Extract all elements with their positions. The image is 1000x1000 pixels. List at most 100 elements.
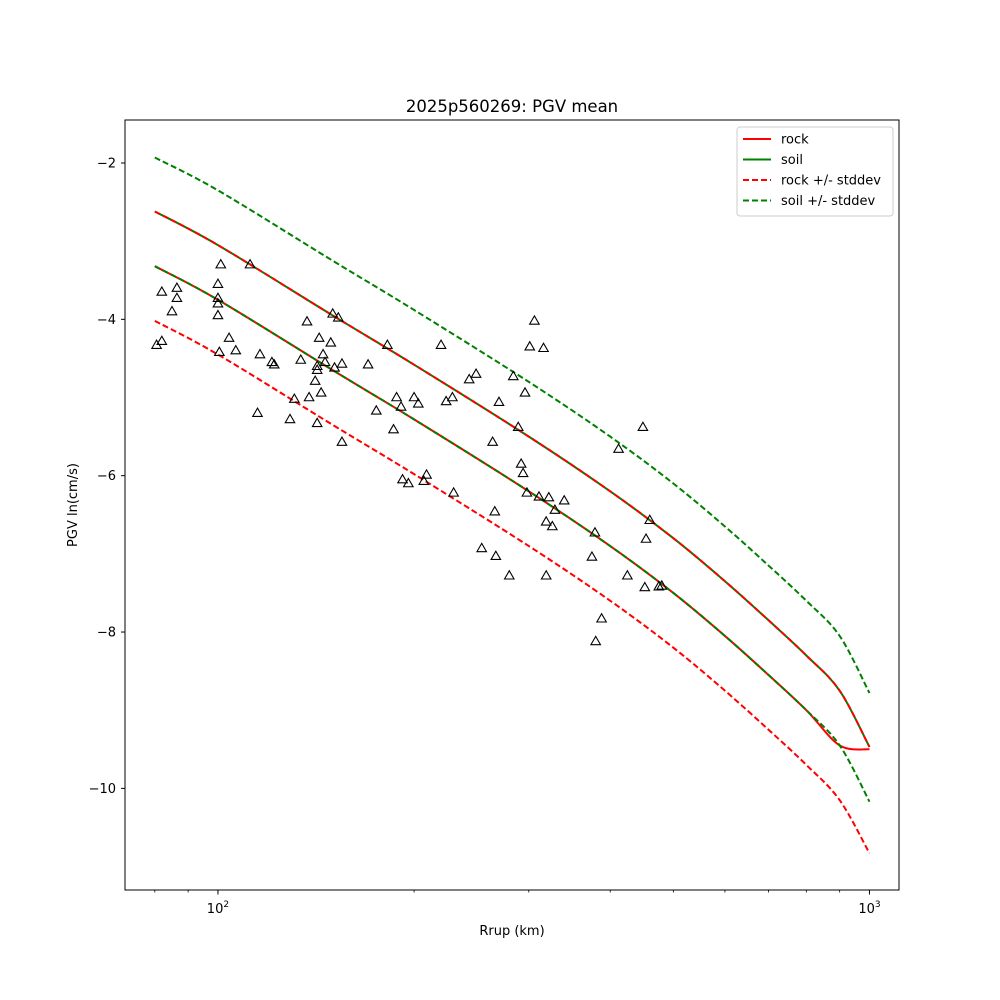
y-axis-label: PGV ln(cm/s) (66, 463, 81, 547)
observation-point (171, 281, 183, 292)
observation-point (395, 400, 407, 411)
observation-point (212, 297, 224, 308)
observation-point (549, 503, 561, 514)
observation-point (540, 569, 552, 580)
observation-point (336, 435, 348, 446)
observation-point (288, 392, 301, 403)
observation-point (325, 336, 337, 347)
observation-point (387, 423, 400, 434)
observation-point (537, 342, 550, 353)
observation-point (254, 348, 266, 359)
observation-point (332, 311, 344, 322)
observation-point (589, 526, 601, 537)
series-lines (154, 156, 871, 854)
series-line-5 (154, 265, 871, 803)
observation-point (284, 413, 296, 424)
x-tick-label: 103 (858, 900, 880, 917)
observation-point (303, 391, 315, 402)
observation-point (528, 314, 541, 325)
legend-box (736, 126, 894, 217)
observation-point (315, 386, 327, 397)
observation-point (326, 307, 339, 318)
observation-point (546, 520, 559, 531)
observation-point (309, 374, 321, 385)
y-tick-label: −4 (97, 313, 116, 328)
observation-point (589, 635, 602, 646)
observation-point (311, 364, 323, 374)
observation-point (447, 486, 460, 497)
plot-frame (124, 119, 900, 891)
observation-point (512, 421, 524, 432)
observation-point (446, 391, 459, 402)
legend-label: soil (781, 153, 803, 168)
observation-point (533, 490, 545, 501)
axes: −2 −4 −6 −8 −10 102 103 (89, 156, 881, 917)
observation-point (319, 356, 331, 367)
observation-point (486, 435, 499, 446)
observation-point (166, 305, 178, 316)
observation-point (251, 407, 264, 417)
observation-point (586, 550, 598, 561)
observation-point (656, 579, 668, 590)
y-tick-label: −8 (97, 626, 116, 641)
observation-point (435, 339, 447, 349)
observation-point (521, 486, 533, 497)
observation-point (156, 335, 168, 346)
observation-point (171, 292, 183, 303)
observation-point (558, 494, 570, 505)
observation-point (313, 331, 325, 342)
observation-point (215, 258, 227, 269)
y-tick-label: −10 (89, 782, 116, 797)
observation-point (515, 457, 527, 468)
observation-point (244, 258, 256, 269)
observation-point (489, 505, 501, 516)
observation-point (311, 417, 323, 428)
series-line-2 (154, 320, 871, 854)
observation-point (396, 473, 409, 484)
chart-title: 2025p560269: PGV mean (406, 97, 618, 116)
observation-point (370, 404, 383, 415)
observation-point (595, 612, 608, 623)
series-line-3 (154, 210, 871, 748)
observation-point (524, 340, 536, 351)
y-tick-label: −2 (97, 156, 116, 171)
observation-point (156, 285, 168, 296)
observation-point (317, 348, 329, 359)
observation-point (412, 397, 424, 408)
observation-point (295, 353, 307, 364)
observation-point (540, 515, 552, 526)
legend-label: rock (781, 133, 809, 148)
observation-point (503, 569, 515, 580)
observation-point (621, 569, 634, 580)
observation-point (640, 532, 652, 543)
observation-point (476, 542, 488, 553)
observation-point (268, 358, 280, 369)
observation-point (230, 344, 242, 355)
observation-points (150, 258, 668, 646)
legend-label: soil +/- stddev (781, 194, 876, 209)
observation-point (402, 477, 415, 488)
observation-point (336, 357, 348, 368)
observation-point (543, 491, 555, 502)
legend: rock soil rock +/- stddev soil +/- stddev (736, 126, 894, 217)
observation-point (653, 580, 665, 591)
observation-point (212, 292, 224, 303)
observation-point (470, 367, 482, 378)
series-line-4 (154, 156, 871, 694)
observation-point (507, 370, 520, 381)
observation-point (637, 421, 649, 432)
observation-point (301, 315, 313, 326)
observation-point (519, 386, 531, 397)
observation-point (408, 391, 420, 402)
observation-point (612, 443, 625, 453)
observation-point (490, 550, 502, 561)
observation-point (517, 467, 529, 478)
observation-point (266, 356, 278, 367)
observation-point (390, 391, 403, 402)
observation-point (212, 278, 224, 288)
observation-point (362, 358, 374, 369)
observation-point (463, 373, 475, 384)
observation-point (223, 331, 235, 342)
observation-point (381, 339, 394, 349)
